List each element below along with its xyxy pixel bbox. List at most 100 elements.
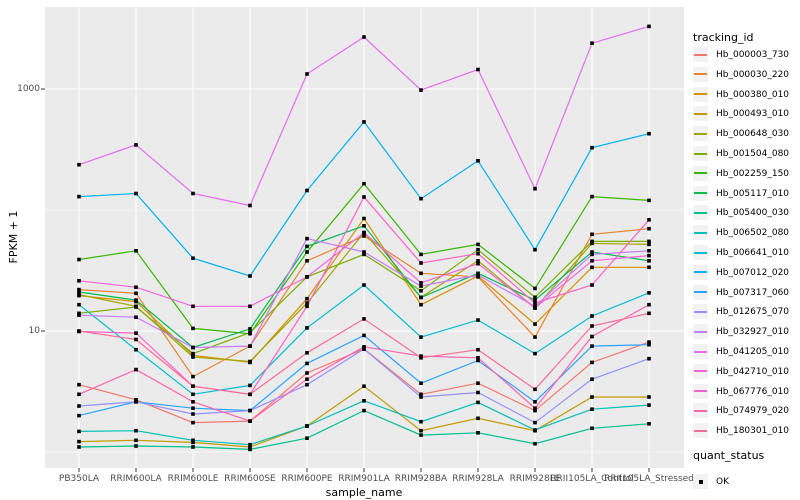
data-point <box>590 426 594 431</box>
data-point <box>248 392 252 397</box>
data-point <box>77 290 81 294</box>
data-point <box>191 438 195 443</box>
data-point <box>77 382 81 387</box>
legend-key-line-icon <box>694 172 707 175</box>
data-point <box>191 392 195 397</box>
legend-key-swatch <box>693 324 708 340</box>
data-point <box>476 390 480 395</box>
data-point <box>362 333 366 338</box>
legend-key-line-icon <box>694 310 707 313</box>
data-point <box>191 191 195 196</box>
data-point <box>134 249 138 253</box>
data-point <box>248 447 252 452</box>
data-point <box>647 218 651 222</box>
data-point <box>134 298 138 302</box>
data-point <box>419 302 423 307</box>
data-point <box>305 304 309 309</box>
data-point <box>191 384 195 388</box>
data-point <box>305 382 309 387</box>
data-point <box>248 359 252 364</box>
data-point <box>305 250 309 254</box>
data-point <box>476 242 480 247</box>
data-point <box>533 247 537 252</box>
legend-item-label: Hb_007012_020 <box>716 267 790 278</box>
data-point <box>134 438 138 443</box>
legend-key-line-icon <box>694 350 707 353</box>
data-point <box>647 403 651 407</box>
data-point <box>362 317 366 321</box>
data-point <box>362 216 366 221</box>
data-point <box>191 256 195 260</box>
legend-key-swatch <box>693 383 708 399</box>
legend-key-line-icon <box>694 152 707 155</box>
legend: tracking_id Hb_000003_730 Hb_000030_220 Hb… <box>691 0 799 500</box>
legend-key-swatch <box>693 146 708 161</box>
data-point <box>305 436 309 440</box>
data-point <box>419 433 423 437</box>
data-point <box>476 259 480 263</box>
legend-key-line-icon <box>694 291 707 294</box>
data-point <box>419 261 423 265</box>
legend-key-swatch <box>693 363 708 379</box>
y-tick-label-1000: 1000 <box>17 84 40 94</box>
data-point <box>191 412 195 416</box>
legend-item-label: Hb_001504_080 <box>716 149 790 159</box>
data-point <box>305 275 309 279</box>
y-axis-title: FPKM + 1 <box>7 210 20 264</box>
data-point <box>533 301 537 305</box>
data-point <box>647 131 651 136</box>
data-point <box>77 413 81 418</box>
data-point <box>590 250 594 254</box>
legend-key-swatch <box>693 66 708 82</box>
legend-key-swatch <box>693 423 708 439</box>
data-point <box>77 287 81 292</box>
legend-key-line-icon <box>694 231 707 234</box>
data-point <box>590 283 594 287</box>
legend-key-line-icon <box>694 192 707 195</box>
data-point <box>191 420 195 425</box>
x-tick-label-RRIM901LA: RRIM901LA <box>338 474 390 484</box>
data-point <box>533 306 537 310</box>
data-point <box>647 198 651 203</box>
data-point <box>305 72 309 76</box>
data-point <box>647 356 651 361</box>
data-point <box>590 407 594 411</box>
data-point <box>476 416 480 421</box>
data-point <box>77 429 81 434</box>
x-tick-label-RRIM928LA: RRIM928LA <box>452 474 504 484</box>
data-point <box>647 422 651 426</box>
data-point <box>362 234 366 238</box>
data-point <box>476 251 480 256</box>
data-point <box>134 143 138 147</box>
legend-item-label: Hb_012675_070 <box>716 307 790 318</box>
data-point <box>533 408 537 413</box>
data-point <box>419 392 423 397</box>
data-point <box>590 232 594 237</box>
data-point <box>305 361 309 366</box>
legend-item-label: Hb_002259_150 <box>716 168 790 179</box>
legend-key-line-icon <box>694 330 707 333</box>
data-point <box>191 326 195 331</box>
data-point <box>134 398 138 402</box>
legend-key-swatch <box>693 165 708 181</box>
x-tick-label-RRIM600SE: RRIM600SE <box>224 474 276 484</box>
data-point <box>590 265 594 270</box>
data-point <box>647 302 651 307</box>
legend-key-swatch <box>693 304 708 320</box>
data-point <box>191 440 195 445</box>
data-point <box>590 252 594 257</box>
data-point <box>533 400 537 404</box>
legend-key-swatch <box>693 284 708 300</box>
data-point <box>191 355 195 359</box>
data-point <box>362 283 366 287</box>
data-point <box>419 271 423 276</box>
x-tick-label-RRII105LA_Control: RRII105LA_Control <box>550 474 634 484</box>
data-point <box>134 291 138 296</box>
legend-key-swatch <box>693 106 708 122</box>
legend-key-line-icon <box>694 370 707 373</box>
data-point <box>590 41 594 45</box>
legend-item-label: Hb_032927_010 <box>716 327 790 338</box>
legend-key-swatch <box>693 47 708 62</box>
data-point <box>533 428 537 432</box>
legend-item-label: Hb_000493_010 <box>716 109 790 120</box>
